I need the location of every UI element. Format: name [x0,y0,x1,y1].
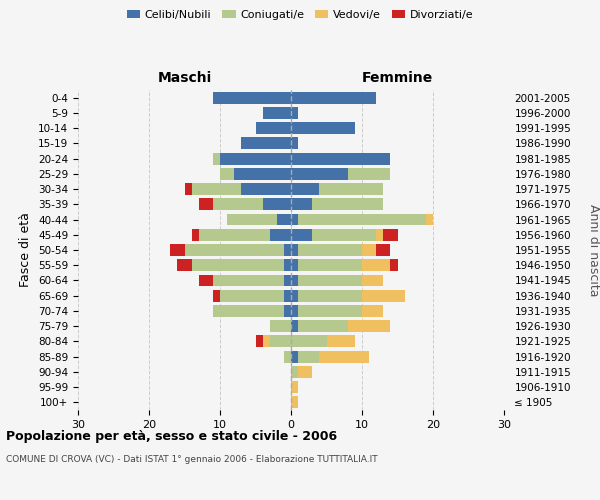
Bar [298,244,362,256]
Bar [313,229,376,240]
Y-axis label: Fasce di età: Fasce di età [19,212,32,288]
Bar [376,244,391,256]
Bar [291,183,319,195]
Bar [362,290,404,302]
Bar [291,260,298,271]
Bar [291,381,298,393]
Bar [362,260,391,271]
Bar [220,152,291,164]
Bar [270,229,291,240]
Bar [291,229,313,240]
Bar [298,290,362,302]
Bar [291,214,298,226]
Bar [383,229,398,240]
Bar [291,366,298,378]
Bar [291,122,355,134]
Bar [227,214,277,226]
Bar [298,274,362,286]
Bar [362,274,383,286]
Bar [213,198,263,210]
Bar [199,198,213,210]
Bar [291,305,298,317]
Bar [185,183,191,195]
Bar [291,396,298,408]
Bar [362,244,376,256]
Bar [284,274,291,286]
Bar [256,336,263,347]
Bar [291,336,326,347]
Bar [213,274,284,286]
Bar [298,260,362,271]
Bar [298,214,426,226]
Bar [291,138,298,149]
Bar [256,122,291,134]
Bar [391,260,398,271]
Bar [277,214,291,226]
Bar [284,350,291,362]
Text: COMUNE DI CROVA (VC) - Dati ISTAT 1° gennaio 2006 - Elaborazione TUTTITALIA.IT: COMUNE DI CROVA (VC) - Dati ISTAT 1° gen… [6,455,377,464]
Text: Femmine: Femmine [362,71,433,85]
Bar [291,168,348,180]
Bar [270,336,291,347]
Bar [348,168,391,180]
Bar [241,138,291,149]
Bar [234,168,291,180]
Bar [291,152,391,164]
Bar [213,290,220,302]
Bar [291,290,298,302]
Bar [284,290,291,302]
Bar [191,260,284,271]
Bar [291,198,313,210]
Bar [348,320,391,332]
Bar [185,244,284,256]
Bar [191,229,199,240]
Bar [291,320,298,332]
Bar [263,198,291,210]
Bar [213,152,220,164]
Bar [220,290,284,302]
Bar [291,244,298,256]
Bar [263,107,291,119]
Bar [319,183,383,195]
Legend: Celibi/Nubili, Coniugati/e, Vedovi/e, Divorziati/e: Celibi/Nubili, Coniugati/e, Vedovi/e, Di… [122,6,478,25]
Bar [298,320,348,332]
Bar [213,305,284,317]
Bar [291,107,298,119]
Bar [284,305,291,317]
Bar [298,350,319,362]
Bar [319,350,369,362]
Bar [241,183,291,195]
Bar [170,244,185,256]
Bar [426,214,433,226]
Bar [326,336,355,347]
Bar [199,274,213,286]
Text: Maschi: Maschi [157,71,212,85]
Bar [284,244,291,256]
Bar [291,92,376,104]
Bar [298,305,362,317]
Text: Popolazione per età, sesso e stato civile - 2006: Popolazione per età, sesso e stato civil… [6,430,337,443]
Text: Anni di nascita: Anni di nascita [587,204,600,296]
Bar [376,229,383,240]
Bar [199,229,270,240]
Bar [291,274,298,286]
Bar [263,336,270,347]
Bar [191,183,241,195]
Bar [362,305,383,317]
Bar [313,198,383,210]
Bar [298,366,313,378]
Bar [284,260,291,271]
Bar [213,92,291,104]
Bar [291,350,298,362]
Bar [270,320,291,332]
Bar [220,168,234,180]
Bar [178,260,191,271]
